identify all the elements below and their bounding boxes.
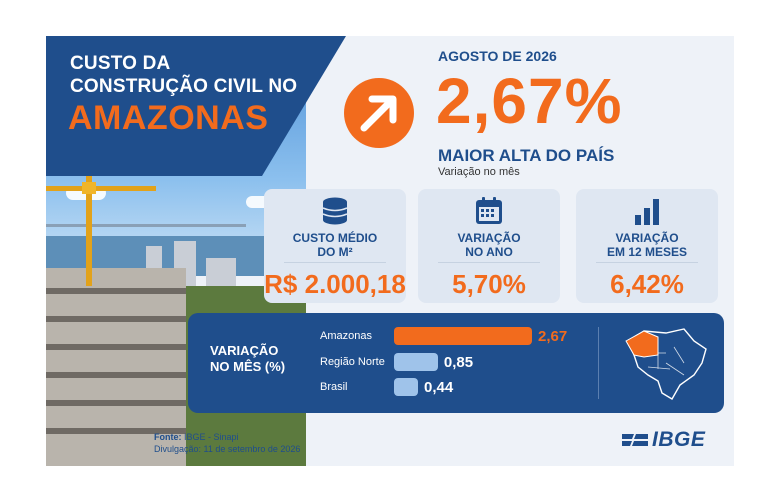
stat-label: CUSTO MÉDIO DO M² [292, 231, 378, 259]
trend-up-icon [344, 78, 414, 148]
bar-chart-icon [631, 195, 663, 227]
bar-value-label: 2,67 [538, 328, 568, 345]
divider [284, 262, 386, 263]
stat-card-12-months: VARIAÇÃO EM 12 MESES 6,42% [576, 189, 718, 303]
tower [206, 258, 236, 286]
monthly-variation-chart: VARIAÇÃO NO MÊS (%) Amazonas 2,67 Região No… [188, 313, 724, 413]
crane-jib [46, 186, 156, 191]
page-title: CUSTO DA CONSTRUÇÃO CIVIL NO [70, 53, 298, 97]
bridge [46, 224, 246, 227]
bar [394, 353, 438, 371]
source-note: Fonte: IBGE - Sinapi Divulgação: 11 de s… [154, 432, 301, 454]
ibge-logo-icon [620, 430, 650, 455]
bar [394, 327, 532, 345]
coins-icon [319, 195, 351, 227]
bar-category-label: Região Norte [320, 356, 385, 368]
divider [598, 327, 599, 399]
stat-card-avg-cost: CUSTO MÉDIO DO M² R$ 2.000,18 [264, 189, 406, 303]
main-variation-value: 2,67% [436, 65, 623, 137]
divider [596, 262, 698, 263]
reference-date: AGOSTO DE 2026 [438, 48, 557, 64]
bar-value-label: 0,44 [424, 379, 454, 396]
crane-cab [82, 182, 96, 194]
bar-category-label: Brasil [320, 381, 348, 393]
building-under-construction [46, 268, 186, 466]
calendar-icon [473, 195, 505, 227]
stat-card-year: VARIAÇÃO NO ANO 5,70% [418, 189, 560, 303]
infographic-card: CUSTO DA CONSTRUÇÃO CIVIL NO AMAZONAS AG… [46, 36, 734, 466]
stat-value: 6,42% [610, 269, 684, 299]
bar-value-label: 0,85 [443, 354, 474, 371]
stat-label: VARIAÇÃO NO ANO [457, 231, 521, 259]
stat-value: 5,70% [452, 269, 526, 299]
stat-value: R$ 2.000,18 [264, 269, 406, 299]
bar [394, 378, 418, 396]
subline: Variação no mês [438, 166, 520, 178]
bar-category-label: Amazonas [320, 330, 372, 342]
divider [438, 262, 540, 263]
ibge-logo: IBGE [652, 428, 706, 451]
crane-mast [86, 176, 92, 286]
headline: MAIOR ALTA DO PAÍS [438, 146, 615, 165]
stat-label: VARIAÇÃO EM 12 MESES [606, 231, 688, 259]
chart-title: VARIAÇÃO NO MÊS (%) [210, 343, 286, 374]
state-title: AMAZONAS [68, 99, 269, 137]
brazil-map-icon [614, 323, 710, 408]
